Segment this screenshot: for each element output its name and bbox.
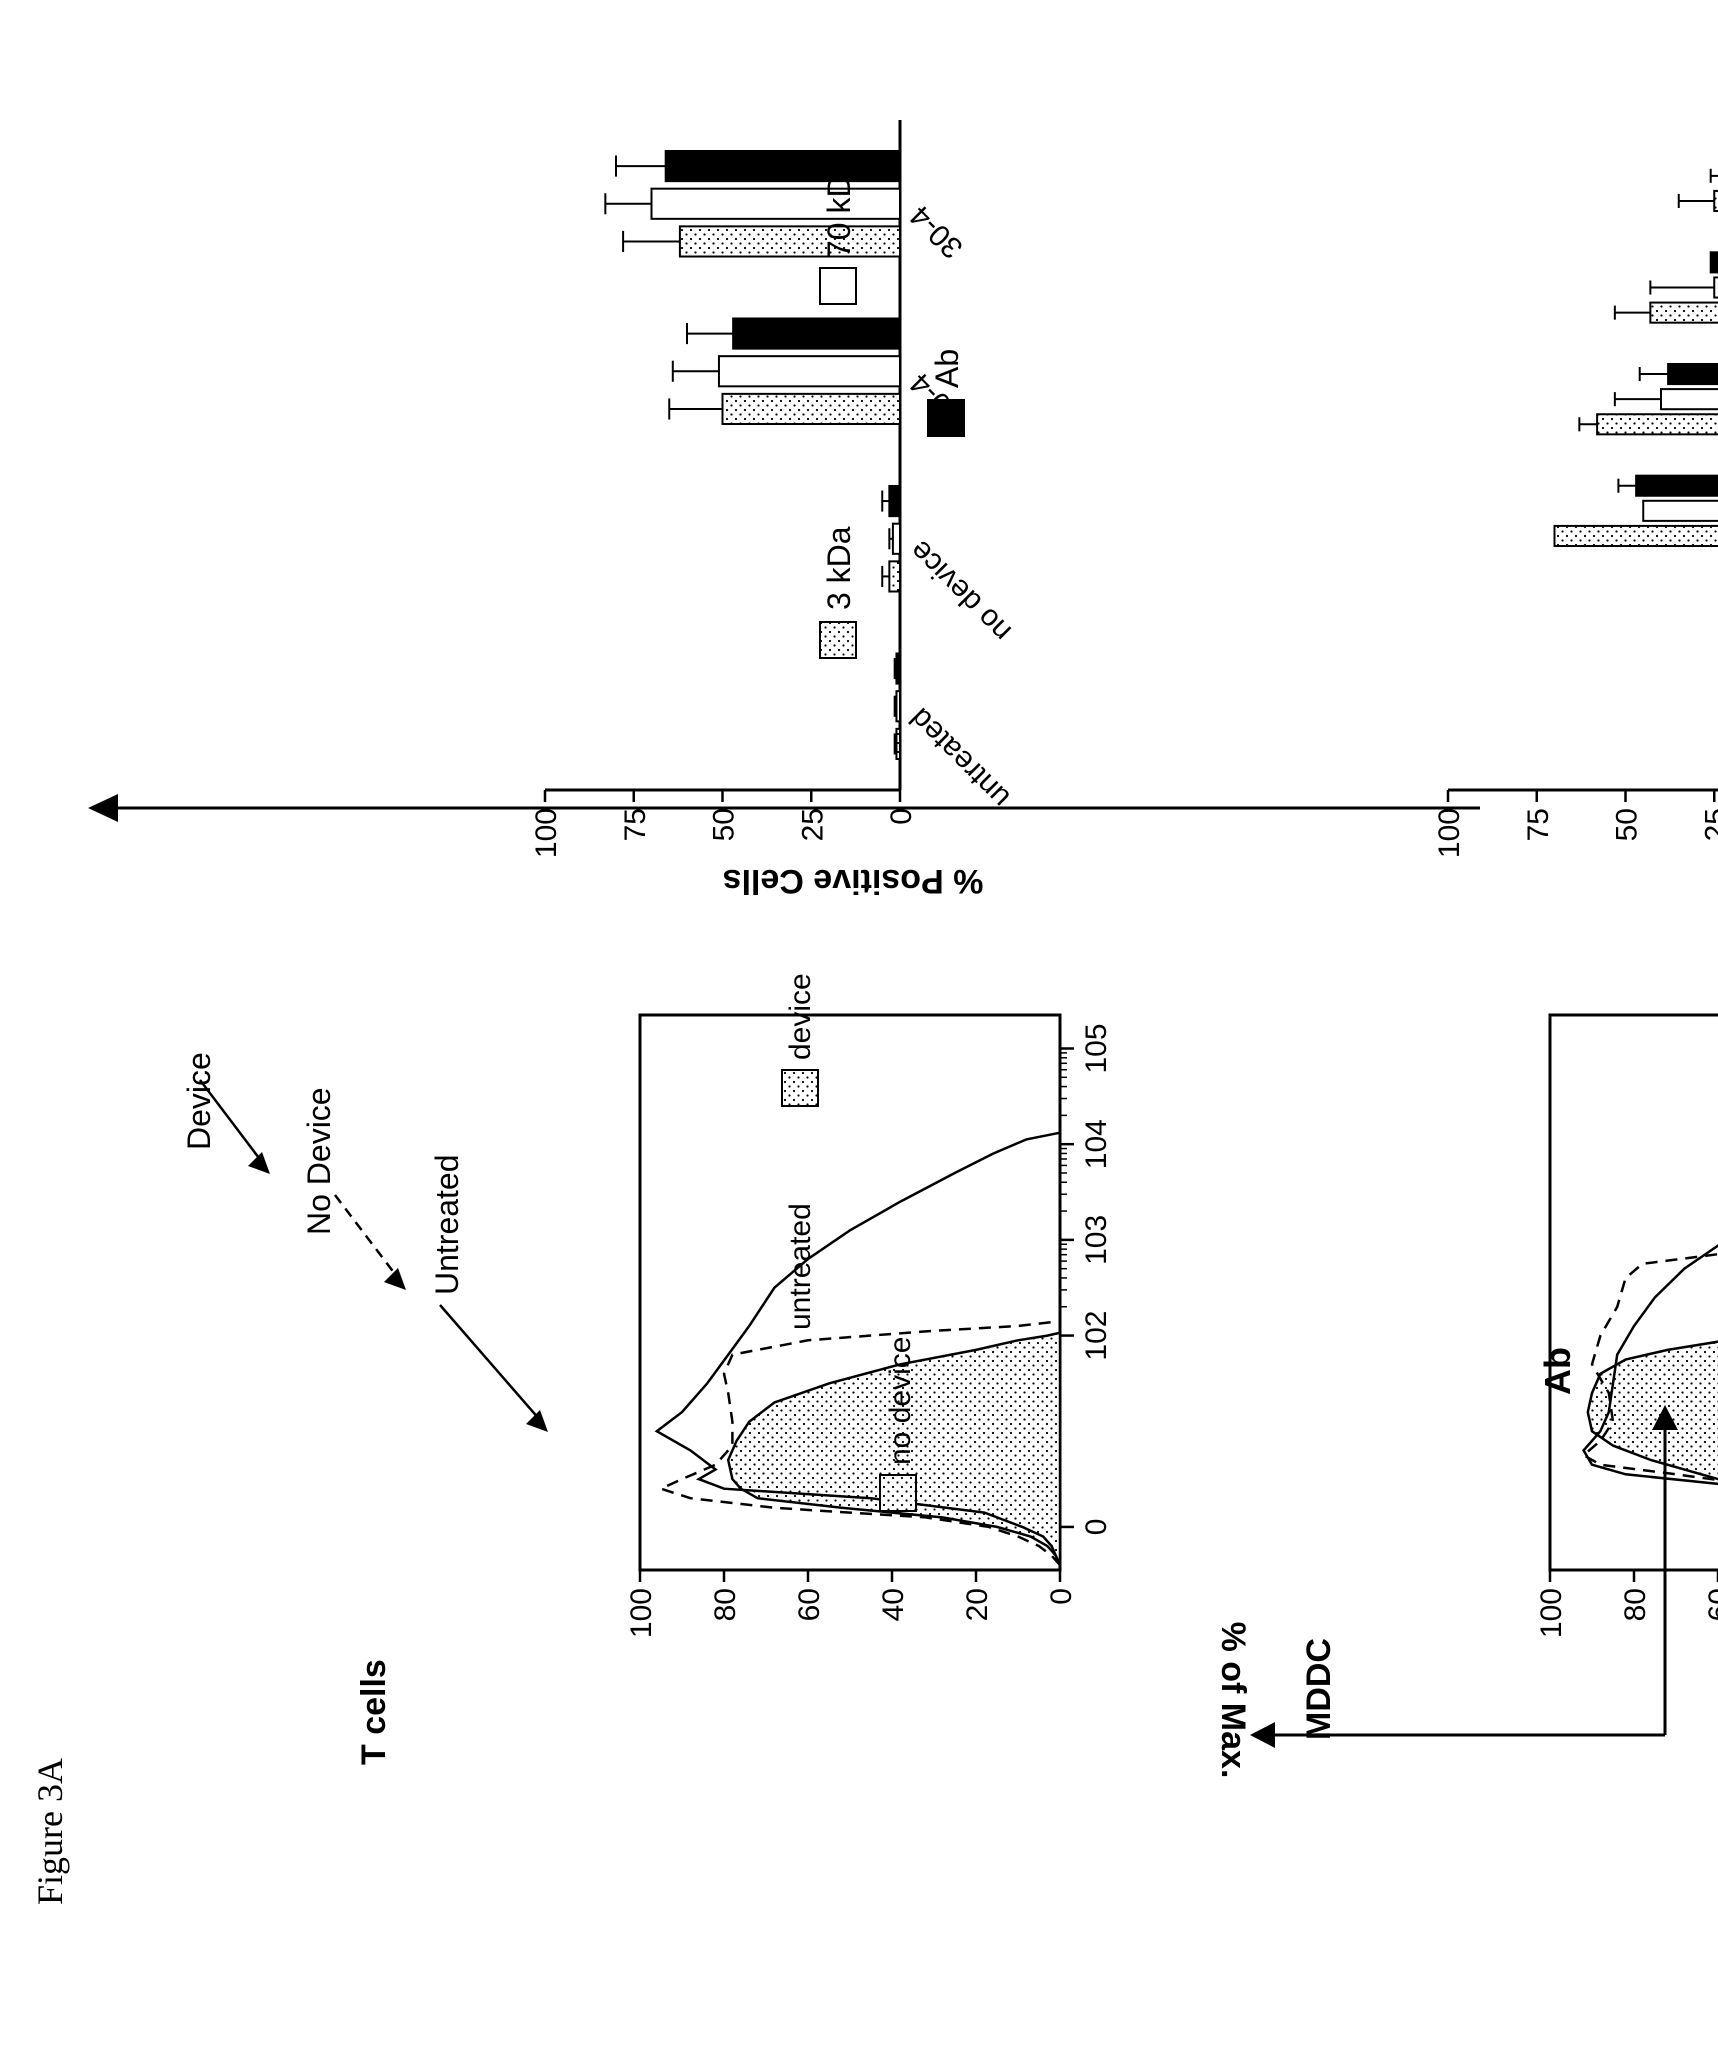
y-tick-label: 60 (793, 1588, 826, 1621)
legend-3kda-swatch (820, 622, 856, 658)
y-tick-label: 80 (1619, 1588, 1652, 1621)
y-tick-label: 100 (625, 1588, 658, 1638)
legend-untreated-label: untreated (784, 1203, 817, 1330)
bar-3-kDa (889, 561, 900, 591)
histogram-annotations: Device No Device Untreated (181, 1052, 548, 1432)
legend-device-swatch (782, 1070, 818, 1106)
y-tick-label: 50 (708, 808, 741, 841)
y-tick-label: 0 (1045, 1588, 1078, 1605)
y-tick-label: 100 (1535, 1588, 1568, 1638)
bar-70-kDa (719, 356, 900, 386)
bar-shared-axis: % Positive Cells (88, 794, 1480, 900)
legend-ab-swatch (928, 400, 964, 436)
x-tick-label: 104 (1080, 1119, 1113, 1169)
legend-ab-label: Ab (929, 349, 965, 388)
bar-3-kDa (1597, 414, 1718, 434)
bar-Ab (1668, 364, 1718, 384)
category-label: 30-4 (904, 199, 970, 265)
bar-Ab (1636, 476, 1718, 496)
y-tick-label: 100 (530, 808, 563, 858)
y-tick-label: 80 (709, 1588, 742, 1621)
bar-3-kDa (1714, 191, 1718, 211)
y-tick-label: 20 (961, 1588, 994, 1621)
bar-70-kDa (1643, 501, 1718, 521)
annotation-untreated-arrowhead (526, 1410, 548, 1432)
bar-Ab (1711, 252, 1718, 272)
bar-70-kDa (893, 524, 900, 554)
legend-device-label: device (784, 973, 817, 1060)
y-tick-label: 75 (1522, 808, 1555, 841)
y-tick-label: 25 (796, 808, 829, 841)
bar-y-axis-label: % Positive Cells (723, 862, 984, 900)
x-tick-label: 105 (1080, 1023, 1113, 1073)
legend-no-device-label: no device (884, 1337, 917, 1465)
x-tick-label: 102 (1080, 1311, 1113, 1361)
y-tick-label: 25 (1699, 808, 1718, 841)
y-tick-label: 0 (885, 808, 918, 825)
bar-y-axis-arrowhead (88, 794, 118, 822)
bar-3-kDa (896, 729, 900, 759)
row-label-t-cells: T cells (355, 1659, 393, 1765)
annotation-no-device-arrowhead (384, 1268, 406, 1290)
y-tick-label: 75 (619, 808, 652, 841)
bar-3-kDa (1555, 526, 1718, 546)
annotation-no-device: No Device (301, 1087, 337, 1235)
legend-70kda-swatch (820, 268, 856, 304)
figure-title: Figure 3A (30, 1758, 70, 1905)
bar-3-kDa (723, 394, 901, 424)
bar-Ab (889, 486, 900, 516)
bar-Ab (733, 318, 900, 348)
legend-70kda-label: 70 kDa (821, 156, 857, 258)
bar-70-kDa (652, 189, 901, 219)
bar-70-kDa (1714, 277, 1718, 297)
bar-Ab (896, 653, 900, 683)
annotation-device: Device (181, 1052, 217, 1150)
legend-3kda-label: 3 kDa (821, 526, 857, 610)
y-tick-label: 50 (1611, 808, 1644, 841)
category-label: untreated (904, 701, 1017, 814)
histogram-x-axis-label: Ab (1537, 1347, 1578, 1395)
histogram-y-axis-arrowhead (1250, 1722, 1275, 1748)
annotation-device-arrowhead (248, 1152, 270, 1174)
x-tick-label: 0 (1080, 1519, 1113, 1536)
plot-frame (1550, 1015, 1718, 1570)
bar-Ab (666, 151, 900, 181)
histogram-y-axis-label: % of Max. (1214, 1622, 1252, 1779)
bar-3-kDa (680, 226, 900, 256)
annotation-untreated-arrow (440, 1305, 540, 1420)
annotation-no-device-arrow (335, 1195, 398, 1278)
annotation-untreated: Untreated (429, 1154, 465, 1295)
bar-3-kDa (1650, 303, 1718, 323)
category-label: no device (904, 534, 1018, 648)
legend-no-device-swatch (880, 1475, 916, 1511)
bar-70-kDa (1661, 389, 1718, 409)
row-label-mddc: MDDC (1300, 1638, 1338, 1740)
x-tick-label: 103 (1080, 1215, 1113, 1265)
y-tick-label: 40 (877, 1588, 910, 1621)
t-cells-histogram: 0 20 40 60 80 100 0 102 103 104 105 (625, 1015, 1113, 1638)
bar-70-kDa (896, 691, 900, 721)
y-tick-label: 60 (1703, 1588, 1718, 1621)
y-tick-label: 100 (1433, 808, 1466, 858)
